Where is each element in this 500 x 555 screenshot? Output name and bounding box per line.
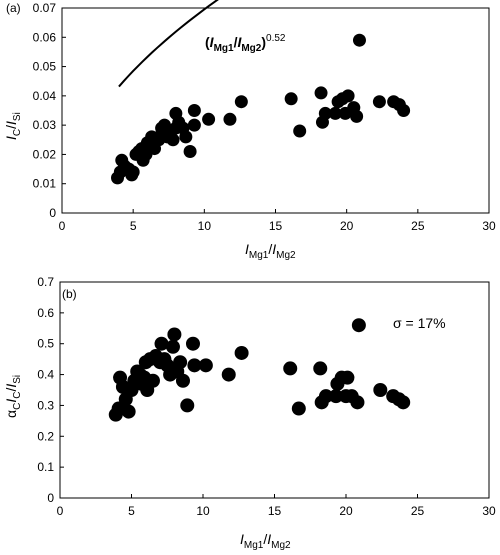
data-point	[145, 373, 160, 388]
y-tick-label: 0.1	[37, 460, 54, 474]
data-point	[154, 336, 169, 351]
data-point	[234, 95, 248, 109]
data-point	[318, 106, 332, 120]
y-tick-label: 0	[47, 491, 54, 505]
data-point	[179, 130, 193, 144]
panel-b: (b) 0 5 10 15 20 25 30 00.10.20.30.40.50.60.7 …	[3, 275, 496, 551]
data-point	[234, 345, 249, 360]
panel-b-annotation: σ = 17%	[393, 315, 446, 331]
data-point	[221, 367, 236, 382]
panel-a-x-axis-label: IMg1/IMg2	[245, 241, 296, 261]
data-point	[167, 327, 182, 342]
panel-b-x-ticks: 0 5 10 15 20 25 30	[57, 494, 496, 518]
y-tick-label: 0.4	[37, 368, 54, 382]
y-tick-label: 0.6	[37, 306, 54, 320]
data-point	[314, 86, 328, 100]
x-tick-label: 10	[198, 219, 212, 233]
panel-a-annotation: (IMg1/IMg2)0.52	[205, 33, 286, 54]
panel-a-points	[111, 33, 411, 185]
data-point	[198, 358, 213, 373]
data-point	[351, 318, 366, 333]
x-tick-label: 5	[130, 219, 137, 233]
data-point	[180, 398, 195, 413]
data-point	[187, 104, 201, 117]
panel-a-y-axis-label: IC/ISi	[3, 112, 23, 140]
x-tick-label: 15	[268, 504, 282, 518]
panel-a: (a) 0 5 10 15 20 25 30 0 0.01 0.02 0.03 0.04 0.05 0.…	[3, 0, 496, 261]
y-tick-label: 0.02	[33, 147, 57, 161]
panel-a-fit-curve	[118, 0, 219, 88]
y-tick-label: 0	[49, 206, 56, 220]
data-point	[318, 389, 333, 404]
data-point	[126, 165, 140, 179]
x-tick-label: 25	[411, 504, 425, 518]
x-tick-label: 15	[269, 219, 283, 233]
x-tick-label: 10	[196, 504, 210, 518]
y-tick-label: 0.04	[33, 89, 57, 103]
panel-a-y-ticks: 0 0.01 0.02 0.03 0.04 0.05 0.06 0.07	[33, 1, 66, 220]
data-point	[166, 133, 180, 147]
y-tick-label: 0.5	[37, 337, 54, 351]
x-tick-label: 0	[57, 504, 64, 518]
panel-b-points	[108, 318, 411, 422]
data-point	[283, 361, 298, 376]
x-tick-label: 30	[482, 219, 496, 233]
y-tick-label: 0.3	[37, 398, 54, 412]
data-point	[121, 404, 136, 419]
data-point	[202, 112, 216, 126]
x-tick-label: 20	[340, 219, 354, 233]
data-point	[340, 370, 355, 385]
data-point	[328, 389, 343, 404]
data-point	[173, 355, 188, 370]
data-point	[373, 383, 388, 397]
data-point	[284, 92, 298, 106]
panel-b-y-axis-label: αCIC/ISi	[3, 375, 23, 418]
x-tick-label: 0	[59, 219, 66, 233]
data-point	[187, 118, 201, 132]
y-tick-label: 0.05	[33, 60, 57, 74]
data-point	[185, 336, 200, 351]
panel-a-label: (a)	[6, 1, 21, 15]
data-point	[313, 361, 328, 376]
data-point	[352, 33, 366, 47]
y-tick-label: 0.01	[33, 177, 57, 191]
y-tick-label: 0.07	[33, 1, 57, 15]
data-point	[350, 109, 364, 123]
data-point	[223, 112, 237, 126]
panel-b-y-ticks: 0 0.1 0.2 0.3 0.4 0.5 0.6 0.7	[37, 275, 64, 505]
data-point	[183, 145, 197, 158]
data-point	[165, 339, 180, 354]
x-tick-label: 20	[339, 504, 353, 518]
data-point	[175, 373, 190, 388]
x-tick-label: 30	[482, 504, 496, 518]
panel-b-label: (b)	[62, 287, 77, 301]
data-point	[350, 395, 365, 410]
panel-b-x-axis-label: IMg1/IMg2	[240, 531, 291, 551]
panel-a-x-ticks: 0 5 10 15 20 25 30	[59, 209, 496, 233]
y-tick-label: 0.7	[37, 275, 54, 289]
data-point	[396, 395, 411, 410]
data-point	[293, 124, 307, 138]
data-point	[397, 104, 411, 117]
y-tick-label: 0.2	[37, 429, 54, 443]
x-tick-label: 25	[411, 219, 425, 233]
y-tick-label: 0.03	[33, 118, 57, 132]
data-point	[328, 106, 342, 120]
y-tick-label: 0.06	[33, 30, 57, 44]
x-tick-label: 5	[128, 504, 135, 518]
data-point	[291, 401, 306, 416]
data-point	[341, 89, 355, 103]
data-point	[372, 95, 386, 109]
data-point	[187, 358, 202, 373]
